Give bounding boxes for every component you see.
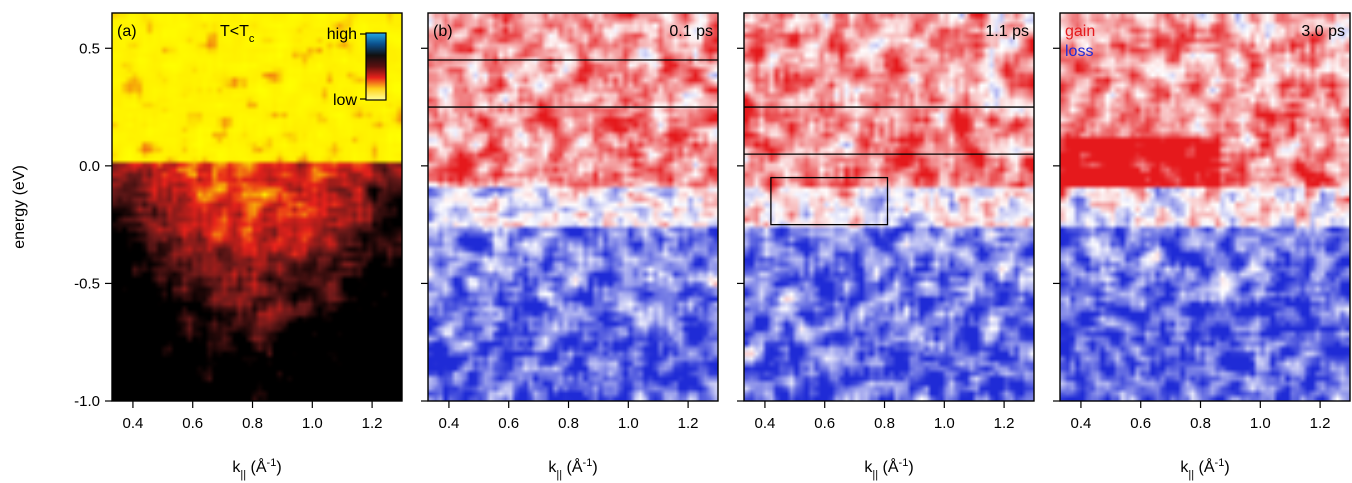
plot-frame <box>1059 12 1351 402</box>
region-box <box>770 176 889 226</box>
x-tick-label: 0.6 <box>1130 415 1151 432</box>
y-axis-title: energy (eV) <box>11 165 28 249</box>
x-tick-label: 0.8 <box>1190 415 1211 432</box>
colorscale-bar <box>365 32 387 101</box>
x-axis-title: k|| (Å-1) <box>864 457 913 481</box>
y-tick-label: -1.0 <box>74 393 100 410</box>
x-tick-label: 1.0 <box>934 415 955 432</box>
panel-4: 0.4 0.6 0.8 1.0 1.2 k|| (Å-1) 3.0 ps gain loss <box>1053 12 1351 481</box>
panel-3: 0.4 0.6 0.8 1.0 1.2 k|| (Å-1) 1.1 ps <box>737 12 1035 481</box>
colorscale-high-label: high <box>327 26 357 43</box>
x-tick-label: 0.4 <box>754 415 775 432</box>
spectral-map <box>428 13 718 401</box>
plot-frame <box>111 12 403 402</box>
x-tick-label: 0.4 <box>438 415 459 432</box>
x-tick-label: 0.4 <box>1070 415 1091 432</box>
x-tick-label: 0.4 <box>122 415 143 432</box>
x-axis-title: k|| (Å-1) <box>548 457 597 481</box>
x-tick-label: 1.0 <box>618 415 639 432</box>
y-tick-label: -0.5 <box>74 275 100 292</box>
time-label: 3.0 ps <box>1301 23 1345 40</box>
spectral-map <box>1060 13 1350 401</box>
x-tick-label: 1.2 <box>678 415 699 432</box>
legend-loss: loss <box>1065 43 1093 60</box>
plot-frame <box>427 12 719 402</box>
panel-label: (b) <box>433 23 453 40</box>
panel-1: 0.4 0.6 0.8 1.0 1.2 0.5 0.0 -0.5 -1.0 k|| (Å-1) en… <box>11 12 403 481</box>
x-tick-label: 0.8 <box>558 415 579 432</box>
spectral-map <box>112 13 402 401</box>
time-label: 0.1 ps <box>669 23 713 40</box>
x-tick-label: 0.8 <box>242 415 263 432</box>
x-tick-label: 1.0 <box>1250 415 1271 432</box>
x-tick-label: 1.2 <box>1310 415 1331 432</box>
x-tick-label: 0.6 <box>498 415 519 432</box>
y-tick-label: 0.5 <box>79 40 100 57</box>
x-tick-label: 1.2 <box>994 415 1015 432</box>
y-tick-label: 0.0 <box>79 158 100 175</box>
x-axis-title: k|| (Å-1) <box>1180 457 1229 481</box>
x-tick-label: 1.0 <box>302 415 323 432</box>
x-tick-label: 0.6 <box>814 415 835 432</box>
panel-label: (a) <box>117 23 137 40</box>
plot-frame <box>743 12 1035 402</box>
x-tick-label: 1.2 <box>362 415 383 432</box>
x-tick-label: 0.6 <box>182 415 203 432</box>
panel-2: 0.4 0.6 0.8 1.0 1.2 k|| (Å-1) (b) 0.1 ps <box>421 12 719 481</box>
temperature-annotation: T<Tc <box>220 23 255 45</box>
colorscale-low-label: low <box>333 92 357 109</box>
spectral-map <box>744 13 1034 401</box>
x-axis-title: k|| (Å-1) <box>232 457 281 481</box>
x-tick-label: 0.8 <box>874 415 895 432</box>
legend-gain: gain <box>1065 23 1095 40</box>
time-label: 1.1 ps <box>985 23 1029 40</box>
